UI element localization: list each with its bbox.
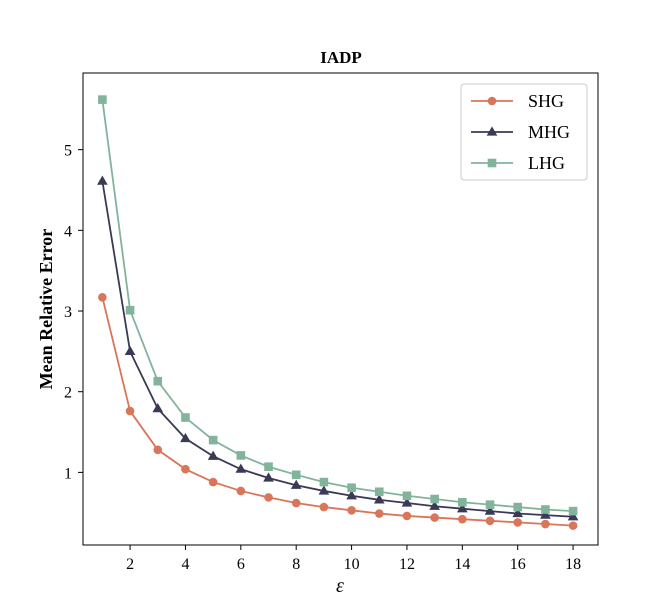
data-point-mhg [207, 450, 219, 460]
data-point-shg [485, 516, 495, 526]
data-point-shg [402, 511, 412, 521]
plot-series [97, 95, 579, 530]
x-tick-label: 18 [565, 556, 581, 573]
y-axis-label: Mean Relative Error [36, 229, 56, 390]
data-point-lhg [264, 462, 273, 472]
data-point-shg [347, 506, 356, 515]
x-tick-label: 12 [399, 556, 415, 573]
data-point-lhg [374, 487, 384, 497]
legend-label-shg: SHG [528, 91, 564, 111]
data-point-shg [568, 521, 578, 530]
series-line-mhg [101, 180, 574, 518]
legend-marker-shg [487, 96, 497, 106]
x-tick-label: 16 [510, 556, 526, 573]
data-point-mhg [235, 463, 247, 473]
data-point-lhg [568, 506, 578, 516]
x-axis: 2 4 6 8 10 12 14 16 18 [126, 545, 581, 573]
data-point-lhg [208, 435, 218, 445]
x-tick-label: 4 [181, 556, 189, 573]
data-point-mhg [540, 509, 551, 519]
data-point-lhg [153, 376, 163, 386]
data-point-shg [374, 509, 384, 518]
x-tick-label: 2 [126, 556, 134, 573]
data-point-lhg [181, 413, 190, 422]
data-point-shg [98, 293, 107, 302]
series-line-lhg [101, 99, 574, 513]
data-point-lhg [458, 497, 467, 507]
data-point-lhg [402, 491, 412, 501]
data-point-mhg [567, 511, 579, 521]
y-tick-label: 1 [64, 465, 72, 482]
data-point-lhg [291, 470, 301, 480]
legend-marker-mhg [486, 126, 498, 136]
data-point-mhg [97, 175, 108, 185]
plot-frame [82, 72, 599, 546]
y-tick-label: 5 [64, 143, 72, 160]
x-axis-label: ε [336, 575, 344, 597]
series-shg [98, 293, 578, 530]
data-point-lhg [347, 483, 356, 493]
data-point-mhg [124, 345, 136, 355]
data-point-shg [181, 464, 190, 474]
data-point-mhg [318, 485, 330, 495]
data-point-shg [291, 498, 301, 508]
data-point-lhg [236, 451, 246, 460]
data-point-lhg [98, 95, 107, 104]
legend-label-lhg: LHG [528, 153, 565, 173]
x-tick-label: 14 [454, 556, 470, 573]
data-point-shg [513, 518, 523, 527]
data-point-shg [458, 514, 467, 524]
data-point-mhg [346, 490, 357, 500]
data-point-mhg [152, 403, 164, 413]
data-point-lhg [485, 500, 495, 509]
data-point-mhg [512, 507, 524, 518]
chart-title: IADP [320, 48, 362, 67]
data-point-mhg [263, 472, 274, 482]
y-tick-label: 3 [64, 304, 72, 321]
legend-label-mhg: MHG [528, 122, 570, 142]
data-point-lhg [319, 477, 329, 487]
y-tick-label: 2 [64, 385, 72, 402]
data-point-shg [208, 477, 218, 487]
series-line-shg [101, 297, 574, 527]
data-point-shg [125, 406, 135, 416]
data-point-mhg [457, 503, 468, 513]
series-lhg [98, 95, 578, 516]
x-tick-label: 8 [292, 556, 300, 573]
x-tick-label: 6 [237, 556, 245, 573]
data-point-mhg [373, 494, 385, 504]
data-point-lhg [541, 505, 550, 514]
series-mhg [97, 175, 579, 521]
data-point-lhg [125, 305, 135, 315]
legend-marker-lhg [487, 158, 497, 168]
data-point-shg [319, 502, 329, 512]
x-tick-label: 10 [344, 556, 360, 573]
data-point-mhg [429, 500, 440, 510]
data-point-shg [264, 493, 273, 502]
data-point-lhg [513, 502, 523, 512]
legend-box [460, 83, 588, 181]
data-point-shg [541, 519, 550, 529]
data-point-shg [236, 486, 246, 496]
data-point-shg [153, 445, 163, 455]
data-point-mhg [401, 497, 413, 507]
data-point-mhg [290, 479, 302, 489]
legend: SHG MHG LHG [460, 83, 588, 181]
y-axis: 1 2 3 4 5 [64, 143, 83, 482]
y-tick-label: 4 [64, 223, 72, 240]
data-point-mhg [180, 432, 191, 443]
data-point-shg [430, 513, 439, 522]
data-point-lhg [430, 494, 439, 504]
data-point-mhg [484, 505, 496, 515]
